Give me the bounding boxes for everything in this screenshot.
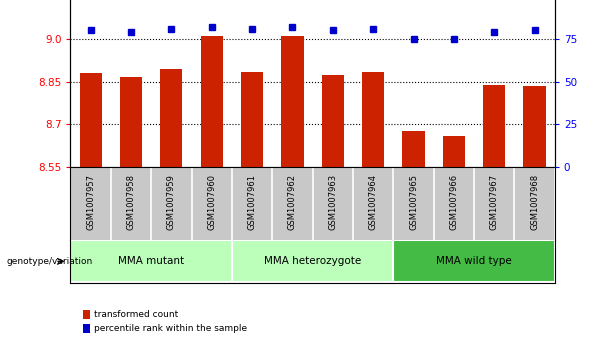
- Bar: [160, 69, 183, 167]
- Text: GSM1007968: GSM1007968: [530, 174, 539, 230]
- Text: MMA heterozygote: MMA heterozygote: [264, 256, 361, 266]
- Text: GSM1007963: GSM1007963: [329, 174, 337, 230]
- Text: percentile rank within the sample: percentile rank within the sample: [94, 324, 247, 333]
- Text: GSM1007957: GSM1007957: [86, 174, 95, 230]
- Bar: [524, 86, 546, 167]
- Text: GSM1007965: GSM1007965: [409, 174, 418, 230]
- Bar: [281, 36, 303, 167]
- Text: transformed count: transformed count: [94, 310, 178, 319]
- Text: MMA wild type: MMA wild type: [436, 256, 512, 266]
- Bar: [402, 131, 425, 167]
- Bar: [83, 310, 90, 319]
- Bar: [83, 324, 90, 333]
- Text: GSM1007959: GSM1007959: [167, 174, 176, 230]
- Text: genotype/variation: genotype/variation: [6, 257, 93, 266]
- Bar: [483, 85, 505, 167]
- Bar: [394, 240, 555, 282]
- Bar: [362, 72, 384, 167]
- Bar: [70, 240, 232, 282]
- Text: GSM1007962: GSM1007962: [288, 174, 297, 230]
- Bar: [232, 240, 394, 282]
- Text: GSM1007966: GSM1007966: [449, 174, 459, 230]
- Text: GSM1007960: GSM1007960: [207, 174, 216, 230]
- Text: GSM1007958: GSM1007958: [126, 174, 135, 230]
- Text: MMA mutant: MMA mutant: [118, 256, 185, 266]
- Bar: [200, 36, 223, 167]
- Bar: [241, 72, 263, 167]
- Text: GSM1007964: GSM1007964: [368, 174, 378, 230]
- Bar: [443, 136, 465, 167]
- Text: GSM1007961: GSM1007961: [248, 174, 257, 230]
- Bar: [80, 73, 102, 167]
- Bar: [120, 77, 142, 167]
- Text: GSM1007967: GSM1007967: [490, 174, 499, 230]
- Bar: [322, 75, 344, 167]
